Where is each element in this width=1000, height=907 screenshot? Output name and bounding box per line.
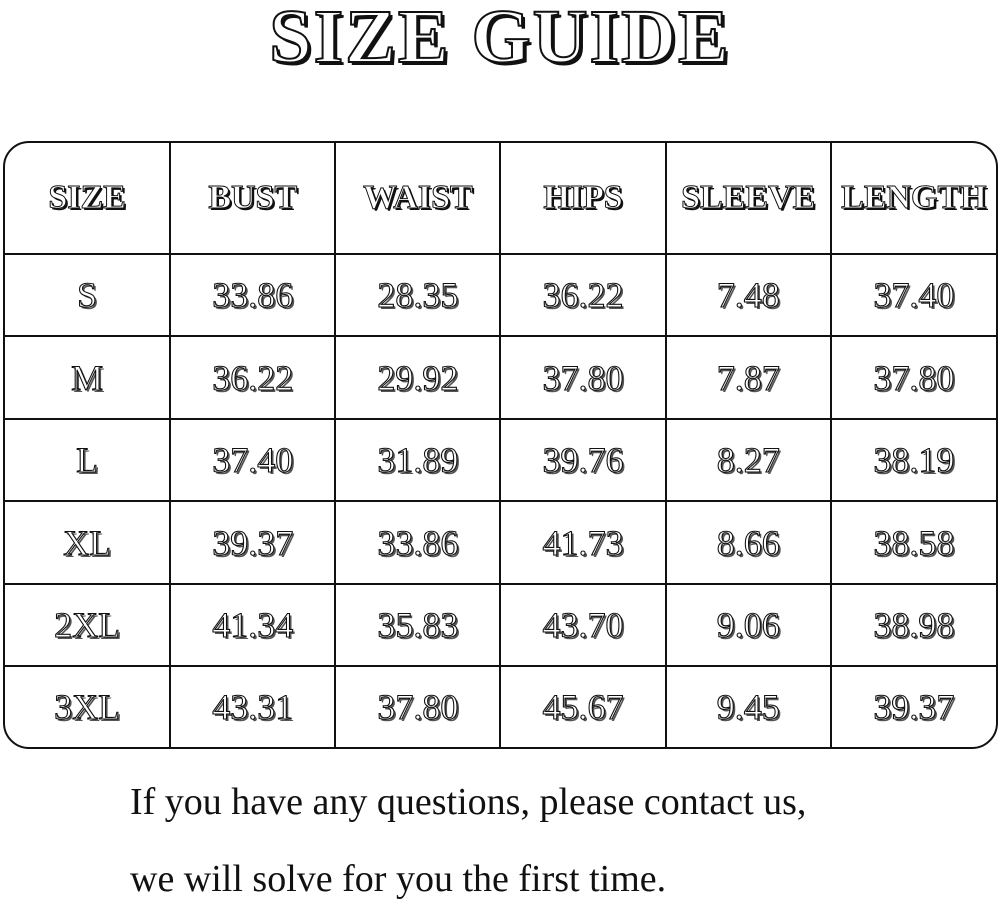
cell-waist: 35.83: [334, 582, 502, 668]
header-size: SIZE: [5, 143, 172, 255]
header-waist: WAIST: [334, 143, 502, 255]
cell-size: M: [5, 335, 172, 420]
cell-hips: 39.76: [499, 417, 667, 503]
cell-sleeve: 7.48: [664, 252, 832, 338]
cell-waist: 28.35: [334, 252, 502, 338]
cell-waist: 37.80: [334, 665, 502, 747]
header-sleeve: SLEEVE: [664, 143, 832, 255]
header-bust: BUST: [169, 143, 337, 255]
cell-waist: 33.86: [334, 500, 502, 585]
cell-hips: 43.70: [499, 582, 667, 668]
cell-size: 3XL: [5, 665, 172, 747]
cell-waist: 31.89: [334, 417, 502, 503]
table-row: XL 39.37 33.86 41.73 8.66 38.58: [5, 500, 996, 585]
footer-line-1: If you have any questions, please contac…: [130, 781, 807, 823]
cell-size: L: [5, 417, 172, 503]
cell-bust: 37.40: [169, 417, 337, 503]
table-row: 2XL 41.34 35.83 43.70 9.06 38.98: [5, 582, 996, 668]
cell-sleeve: 9.45: [664, 665, 832, 747]
size-table: SIZE BUST WAIST HIPS SLEEVE LENGTH S 33.8…: [3, 141, 998, 749]
cell-sleeve: 8.66: [664, 500, 832, 585]
cell-length: 38.19: [829, 417, 996, 503]
cell-bust: 36.22: [169, 335, 337, 420]
cell-length: 39.37: [829, 665, 996, 747]
cell-hips: 37.80: [499, 335, 667, 420]
cell-hips: 36.22: [499, 252, 667, 338]
cell-hips: 45.67: [499, 665, 667, 747]
header-length: LENGTH: [829, 143, 996, 255]
table-row: S 33.86 28.35 36.22 7.48 37.40: [5, 252, 996, 338]
cell-length: 38.98: [829, 582, 996, 668]
table-header-row: SIZE BUST WAIST HIPS SLEEVE LENGTH: [5, 143, 996, 255]
cell-size: S: [5, 252, 172, 338]
cell-bust: 33.86: [169, 252, 337, 338]
cell-sleeve: 9.06: [664, 582, 832, 668]
table-row: M 36.22 29.92 37.80 7.87 37.80: [5, 335, 996, 420]
cell-sleeve: 8.27: [664, 417, 832, 503]
cell-waist: 29.92: [334, 335, 502, 420]
cell-length: 37.40: [829, 252, 996, 338]
footer-line-2: we will solve for you the first time.: [130, 858, 667, 900]
header-hips: HIPS: [499, 143, 667, 255]
cell-length: 38.58: [829, 500, 996, 585]
cell-bust: 41.34: [169, 582, 337, 668]
cell-size: XL: [5, 500, 172, 585]
cell-bust: 43.31: [169, 665, 337, 747]
page-title: SIZE GUIDE: [268, 0, 731, 80]
cell-hips: 41.73: [499, 500, 667, 585]
cell-bust: 39.37: [169, 500, 337, 585]
cell-sleeve: 7.87: [664, 335, 832, 420]
table-row: 3XL 43.31 37.80 45.67 9.45 39.37: [5, 665, 996, 747]
cell-size: 2XL: [5, 582, 172, 668]
cell-length: 37.80: [829, 335, 996, 420]
table-row: L 37.40 31.89 39.76 8.27 38.19: [5, 417, 996, 503]
